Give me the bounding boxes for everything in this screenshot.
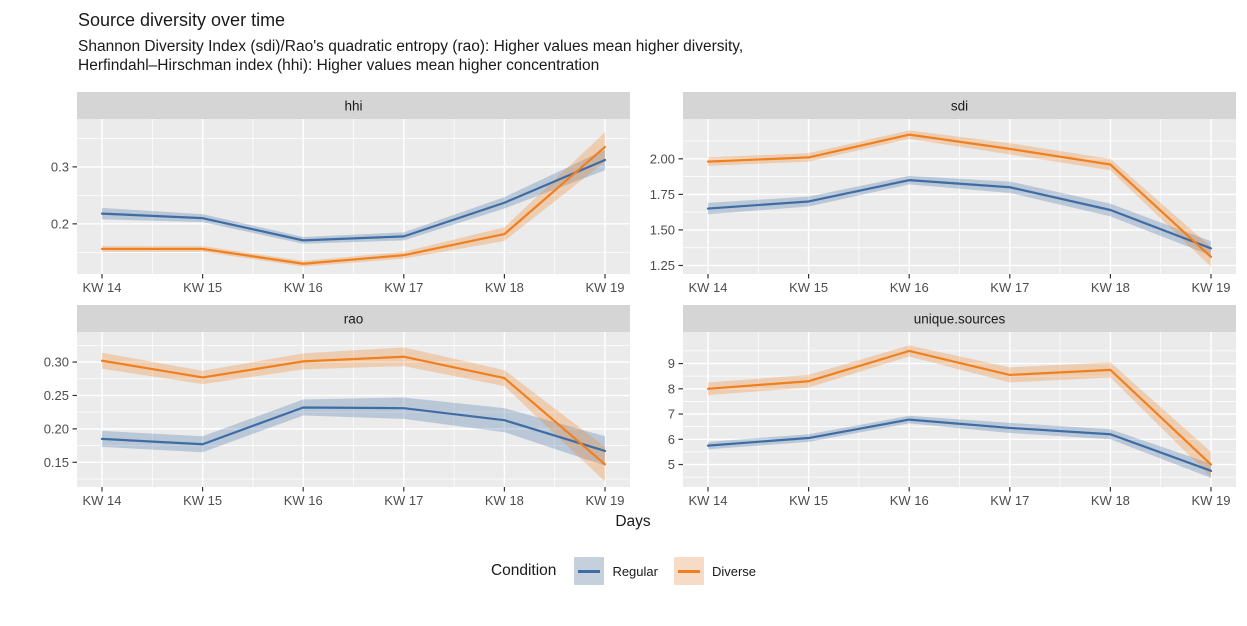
y-tick-label: 0.30 (44, 355, 69, 370)
diverse-line-rao (100, 355, 607, 466)
legend-label: Regular (612, 563, 658, 579)
facet-sdi: sdi 1.25 1.50 1.75 2.00 KW 14 KW 15 KW 16 KW 17 K… (636, 92, 1236, 296)
y-tick-label: 0.15 (44, 455, 69, 470)
x-tick-label: KW 15 (183, 280, 222, 295)
y-tick-label: 6 (668, 432, 675, 447)
x-tick-label: KW 19 (585, 493, 624, 508)
y-tick-label: 0.3 (51, 159, 69, 174)
y-tick-label: 1.25 (650, 258, 675, 273)
regular-line-sdi (706, 179, 1213, 250)
diverse-ribbon-unique.sources (708, 345, 1211, 478)
legend-item-regular: Regular (574, 557, 658, 585)
facet-strip-label: unique.sources (914, 312, 1006, 327)
x-tick-label: KW 15 (789, 493, 828, 508)
y-tick-label: 9 (668, 356, 675, 371)
x-axis-title: Days (615, 513, 651, 530)
facet-rao-chart: rao 0.15 0.20 0.25 0.30 KW 14 KW 15 KW 16 KW 17 K… (44, 305, 630, 508)
x-tick-label: KW 17 (990, 280, 1029, 295)
x-tick-label: KW 16 (890, 280, 929, 295)
x-tick-label: KW 14 (82, 280, 121, 295)
facet-strip-label: sdi (951, 99, 968, 114)
legend-title: Condition (490, 562, 557, 579)
x-tick-label: KW 16 (284, 493, 323, 508)
x-tick-label: KW 18 (1091, 493, 1130, 508)
facet-hhi-chart: hhi 0.2 0.3 KW 14 KW 15 KW 16 KW 17 KW 18 KW 19 (51, 92, 630, 295)
facet-sdi-chart: sdi 1.25 1.50 1.75 2.00 KW 14 KW 15 KW 16 KW 17 K… (650, 92, 1236, 295)
x-tick-label: KW 15 (789, 280, 828, 295)
legend-items: Regular Diverse (574, 557, 756, 585)
diverse-line-hhi (100, 145, 607, 265)
x-tick-label: KW 18 (1091, 280, 1130, 295)
x-tick-label: KW 18 (485, 280, 524, 295)
legend: Condition Regular Diverse (0, 557, 1247, 585)
diverse-ribbon-rao (102, 347, 605, 482)
plot-header: Source diversity over time Shannon Diver… (0, 0, 1247, 75)
regular-ribbon-hhi (102, 149, 605, 244)
x-tick-label: KW 17 (990, 493, 1029, 508)
legend-key-diverse (673, 557, 704, 585)
regular-line-hhi (100, 158, 607, 242)
y-tick-label: 1.75 (650, 187, 675, 202)
legend-label: Diverse (711, 563, 757, 579)
legend-key-line (677, 569, 700, 573)
x-tick-label: KW 19 (1191, 280, 1230, 295)
y-tick-label: 0.25 (44, 388, 69, 403)
x-tick-label: KW 19 (1191, 493, 1230, 508)
y-tick-label: 1.50 (650, 222, 675, 237)
facets-grid: hhi 0.2 0.3 KW 14 KW 15 KW 16 KW 17 KW 18 KW 19 s… (30, 92, 1236, 509)
x-tick-label: KW 16 (890, 493, 929, 508)
regular-line-unique.sources (706, 418, 1213, 472)
x-tick-label: KW 15 (183, 493, 222, 508)
x-tick-label: KW 16 (284, 280, 323, 295)
x-tick-label: KW 18 (485, 493, 524, 508)
regular-ribbon-rao (102, 397, 605, 466)
legend-key-regular (574, 557, 605, 585)
y-tick-label: 8 (668, 381, 675, 396)
legend-item-diverse: Diverse (673, 557, 757, 585)
page-title: Source diversity over time (78, 10, 286, 30)
x-tick-label: KW 14 (688, 493, 727, 508)
facet-rao: rao 0.15 0.20 0.25 0.30 KW 14 KW 15 KW 16 KW 17 K… (30, 305, 630, 509)
plot-subtitle: Shannon Diversity Index (sdi)/Rao's quad… (78, 37, 1247, 75)
subtitle-line-2: Herfindahl–Hirschman index (hhi): Higher… (78, 57, 600, 74)
legend-key-line (578, 569, 601, 573)
diverse-line-sdi (706, 133, 1213, 259)
x-tick-label: KW 19 (585, 280, 624, 295)
y-tick-label: 2.00 (650, 151, 675, 166)
x-tick-label: KW 17 (384, 280, 423, 295)
facet-strip-label: hhi (344, 99, 362, 114)
regular-line-rao (100, 406, 607, 453)
facet-strip-label: rao (344, 312, 364, 327)
x-tick-label: KW 14 (688, 280, 727, 295)
y-tick-label: 0.2 (51, 216, 69, 231)
x-tick-label: KW 14 (82, 493, 121, 508)
diverse-line-unique.sources (706, 349, 1213, 466)
y-tick-label: 5 (668, 457, 675, 472)
y-tick-label: 7 (668, 407, 675, 422)
facet-unique.sources: unique.sources 5 6 7 8 9 KW 14 KW 15 KW 16 KW 17 K… (636, 305, 1236, 509)
y-tick-label: 0.20 (44, 421, 69, 436)
subtitle-line-1: Shannon Diversity Index (sdi)/Rao's quad… (78, 38, 744, 55)
regular-ribbon-unique.sources (708, 415, 1211, 478)
x-tick-label: KW 17 (384, 493, 423, 508)
facet-unique.sources-chart: unique.sources 5 6 7 8 9 KW 14 KW 15 KW 16 KW 17 K… (668, 305, 1236, 508)
facet-hhi: hhi 0.2 0.3 KW 14 KW 15 KW 16 KW 17 KW 18 KW 19 (30, 92, 630, 296)
diverse-ribbon-sdi (708, 130, 1211, 267)
